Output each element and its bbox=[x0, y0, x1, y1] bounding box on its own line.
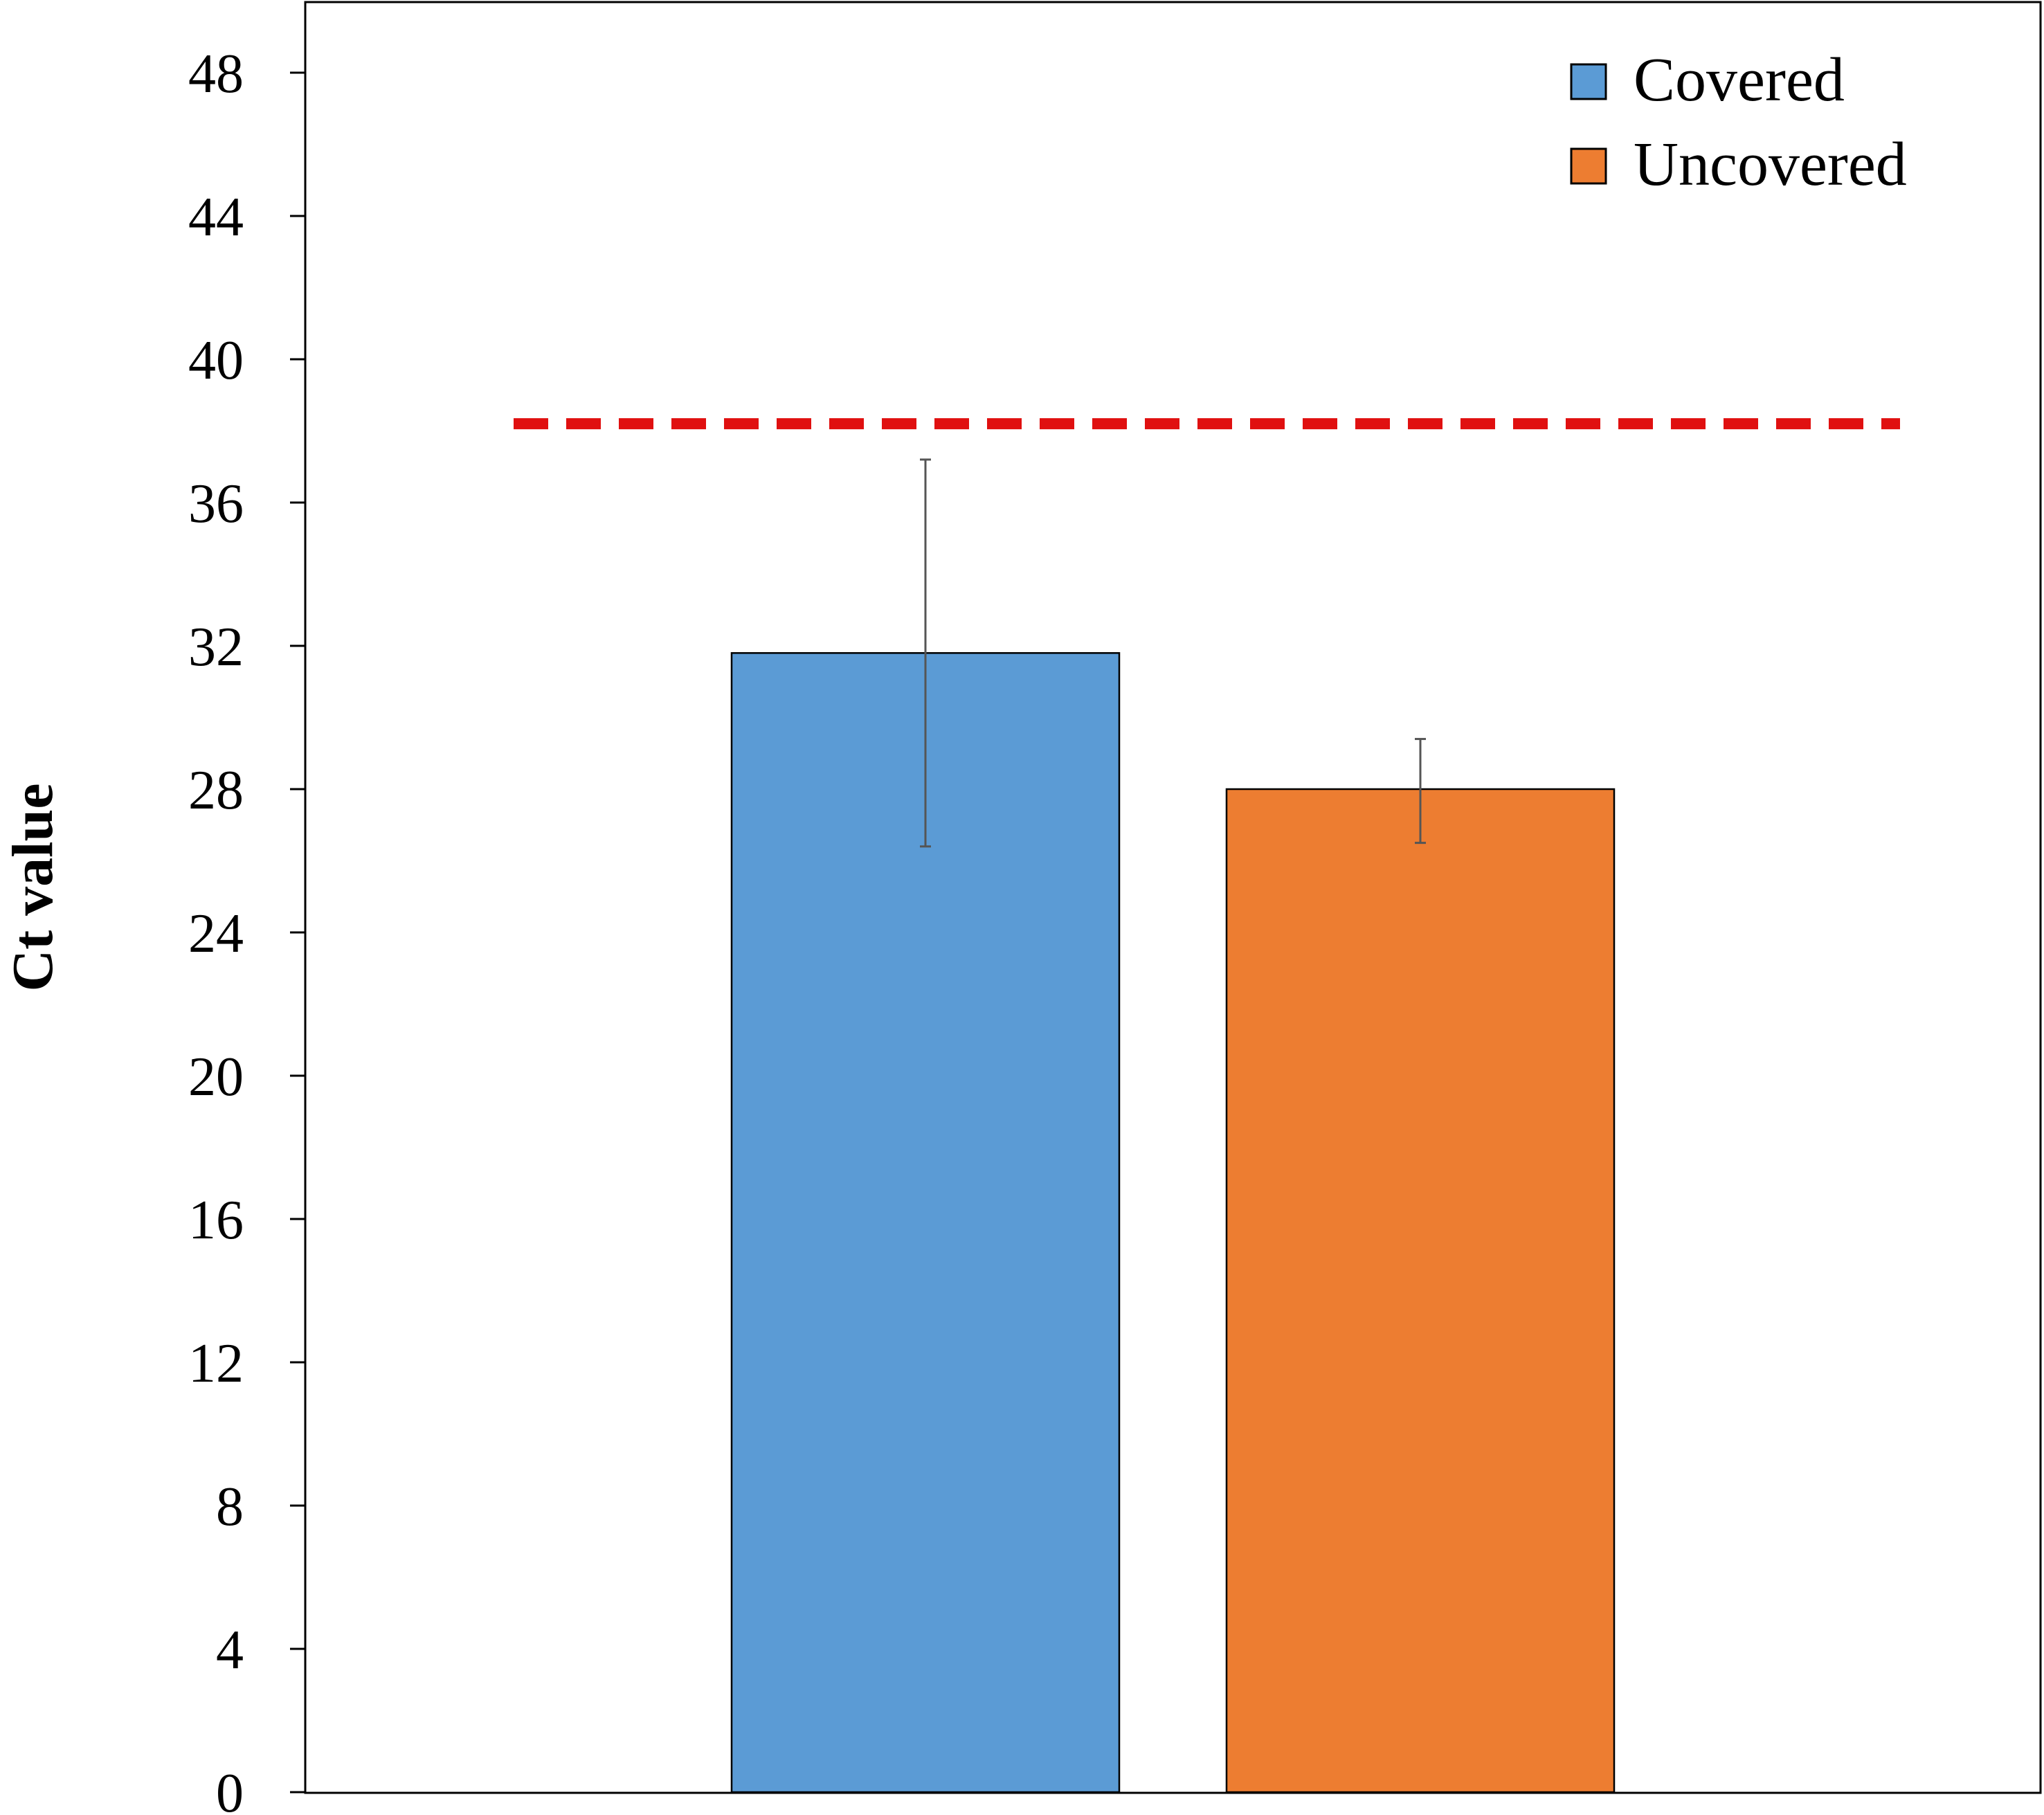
y-tick-label-40: 40 bbox=[188, 330, 244, 391]
y-tick-label-16: 16 bbox=[188, 1190, 244, 1251]
y-tick-label-12: 12 bbox=[188, 1333, 244, 1394]
legend-label-uncovered: Uncovered bbox=[1634, 130, 1907, 199]
y-tick-label-48: 48 bbox=[188, 44, 244, 105]
y-tick-label-36: 36 bbox=[188, 473, 244, 534]
y-tick-label-20: 20 bbox=[188, 1047, 244, 1108]
y-tick-label-0: 0 bbox=[216, 1763, 244, 1815]
bar-uncovered bbox=[1225, 788, 1616, 1794]
y-tick-label-24: 24 bbox=[188, 903, 244, 964]
y-tick-label-4: 4 bbox=[216, 1620, 244, 1681]
legend-swatch-uncovered bbox=[1570, 147, 1607, 185]
legend-label-covered: Covered bbox=[1634, 46, 1845, 114]
y-tick-label-8: 8 bbox=[216, 1477, 244, 1537]
plot-frame bbox=[304, 1, 2042, 1794]
legend-swatch-covered bbox=[1570, 63, 1607, 100]
y-tick-label-44: 44 bbox=[188, 187, 244, 248]
y-tick-label-28: 28 bbox=[188, 760, 244, 821]
y-axis-title: Ct value bbox=[1, 784, 65, 992]
legend: Covered Uncovered bbox=[1570, 46, 1907, 199]
bars bbox=[730, 652, 1616, 1794]
error-bars bbox=[920, 458, 1426, 848]
y-tick-label-32: 32 bbox=[188, 617, 244, 678]
